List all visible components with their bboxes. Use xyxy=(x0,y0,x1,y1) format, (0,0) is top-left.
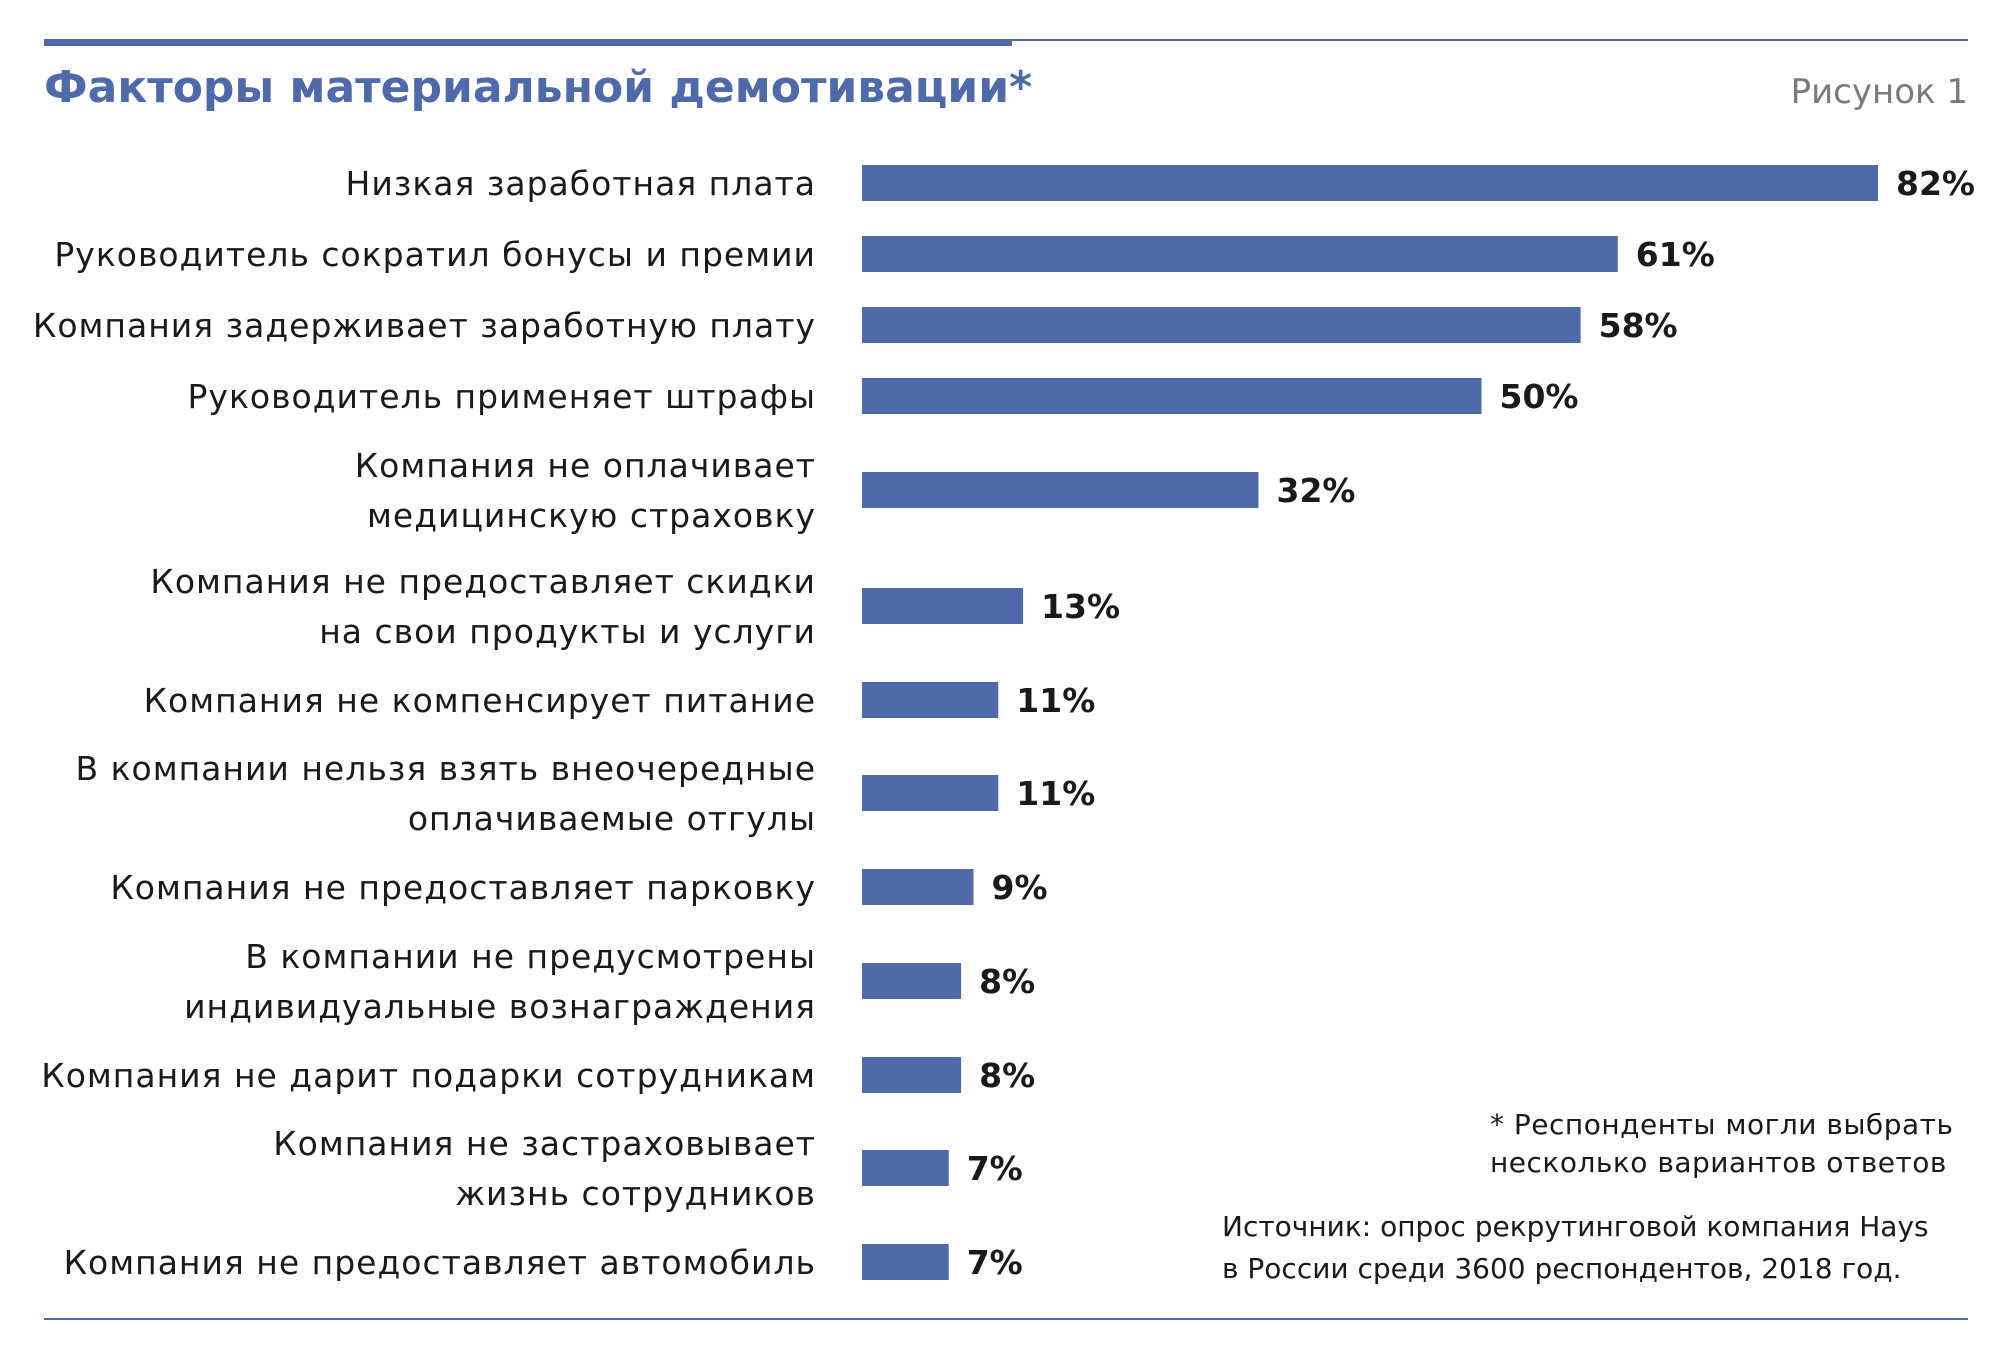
category-label: Руководитель сократил бонусы и премии xyxy=(54,235,816,274)
bar xyxy=(862,1150,949,1186)
value-label: 8% xyxy=(979,962,1035,1001)
category-label: Компания не застраховывает xyxy=(273,1124,816,1163)
bar xyxy=(862,307,1581,343)
top-rule-thick xyxy=(44,39,1012,46)
value-label: 82% xyxy=(1896,164,1975,203)
source-line-1: Источник: опрос рекрутинговой компания H… xyxy=(1222,1210,1929,1243)
category-label: Руководитель применяет штрафы xyxy=(188,377,816,416)
category-label: индивидуальные вознаграждения xyxy=(184,987,816,1026)
bar xyxy=(862,472,1259,508)
value-label: 7% xyxy=(967,1149,1023,1188)
category-label: Компания не компенсирует питание xyxy=(144,681,816,720)
category-label: Компания не предоставляет парковку xyxy=(110,868,816,907)
bar xyxy=(862,378,1482,414)
bar xyxy=(862,869,974,905)
category-label: на свои продукты и услуги xyxy=(319,612,816,651)
category-label: Компания не дарит подарки сотрудникам xyxy=(41,1056,816,1095)
value-label: 8% xyxy=(979,1056,1035,1095)
bar xyxy=(862,775,999,811)
category-label: В компании не предусмотрены xyxy=(245,937,816,976)
value-label: 61% xyxy=(1636,235,1715,274)
value-label: 11% xyxy=(1016,681,1095,720)
footnote-line-2: несколько вариантов ответов xyxy=(1490,1146,1947,1179)
category-label: В компании нельзя взять внеочередные xyxy=(75,749,816,788)
footnote: * Респонденты могли выбрать несколько ва… xyxy=(1490,1106,1970,1182)
value-label: 9% xyxy=(992,868,1048,907)
source-note: Источник: опрос рекрутинговой компания H… xyxy=(1222,1206,1982,1290)
category-label: медицинскую страховку xyxy=(367,496,816,535)
value-label: 13% xyxy=(1041,587,1120,626)
value-label: 32% xyxy=(1276,471,1355,510)
category-label: Компания не предоставляет скидки xyxy=(150,562,816,601)
bottom-rule xyxy=(44,1318,1968,1320)
bar xyxy=(862,1244,949,1280)
category-label: Низкая заработная плата xyxy=(346,164,816,203)
value-label: 50% xyxy=(1500,377,1579,416)
value-label: 7% xyxy=(967,1243,1023,1282)
bar xyxy=(862,963,962,999)
bar xyxy=(862,236,1618,272)
category-label: жизнь сотрудников xyxy=(455,1174,816,1213)
category-label: Компания не оплачивает xyxy=(355,446,816,485)
value-label: 11% xyxy=(1016,774,1095,813)
category-label: Компания не предоставляет автомобиль xyxy=(64,1243,816,1282)
category-label: оплачиваемые отгулы xyxy=(408,799,816,838)
bar xyxy=(862,1057,962,1093)
value-label: 58% xyxy=(1599,306,1678,345)
footnote-line-1: * Респонденты могли выбрать xyxy=(1490,1108,1954,1141)
bar xyxy=(862,165,1878,201)
bar xyxy=(862,588,1024,624)
top-rule-thin xyxy=(1012,39,1968,41)
bar xyxy=(862,682,999,718)
figure-label: Рисунок 1 xyxy=(1790,72,1968,112)
category-label: Компания задерживает заработную плату xyxy=(33,306,816,345)
source-line-2: в России среди 3600 респондентов, 2018 г… xyxy=(1222,1252,1902,1285)
chart-title: Факторы материальной демотивации* xyxy=(44,62,1033,113)
